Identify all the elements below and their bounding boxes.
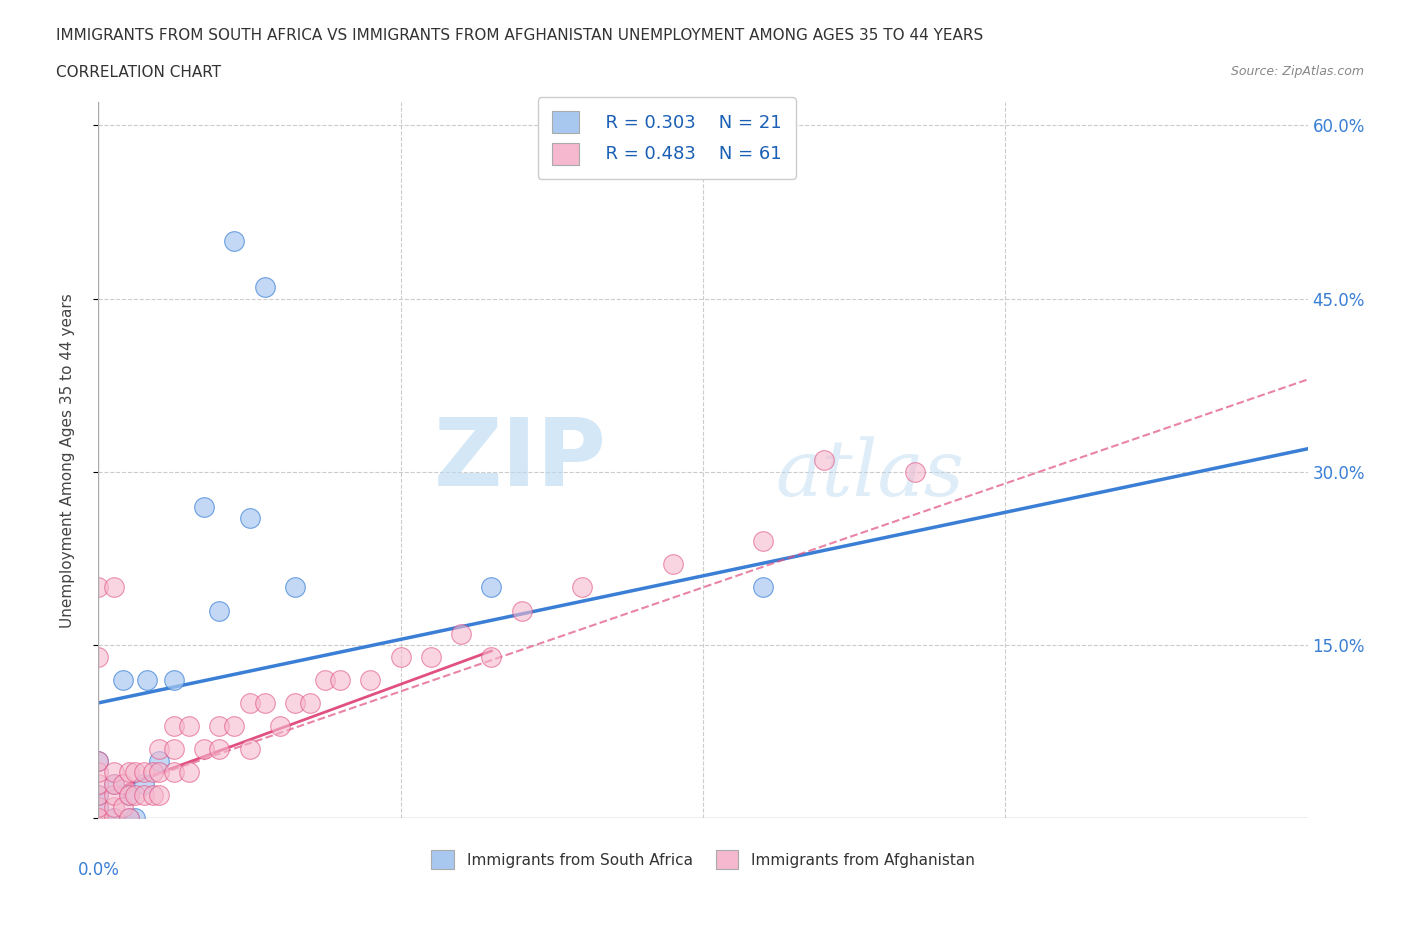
Text: Source: ZipAtlas.com: Source: ZipAtlas.com xyxy=(1230,65,1364,78)
Point xyxy=(253,280,276,295)
Point xyxy=(132,788,155,803)
Point xyxy=(111,800,134,815)
Point xyxy=(111,777,134,791)
Point xyxy=(142,788,165,803)
Point xyxy=(360,672,382,687)
Point xyxy=(132,777,155,791)
Point xyxy=(284,580,307,595)
Point xyxy=(239,511,262,525)
Point xyxy=(904,464,927,479)
Point xyxy=(179,764,201,779)
Point xyxy=(329,672,352,687)
Point xyxy=(124,811,146,826)
Point xyxy=(103,580,125,595)
Point xyxy=(239,741,262,756)
Point xyxy=(124,788,146,803)
Text: CORRELATION CHART: CORRELATION CHART xyxy=(56,65,221,80)
Point xyxy=(87,811,110,826)
Point xyxy=(450,626,472,641)
Point xyxy=(208,719,231,734)
Text: IMMIGRANTS FROM SOUTH AFRICA VS IMMIGRANTS FROM AFGHANISTAN UNEMPLOYMENT AMONG A: IMMIGRANTS FROM SOUTH AFRICA VS IMMIGRAN… xyxy=(56,28,983,43)
Point xyxy=(193,499,215,514)
Point xyxy=(420,649,443,664)
Text: atlas: atlas xyxy=(776,436,965,512)
Point xyxy=(193,741,215,756)
Point xyxy=(87,753,110,768)
Point xyxy=(118,811,141,826)
Point xyxy=(813,453,835,468)
Point xyxy=(87,649,110,664)
Point xyxy=(208,741,231,756)
Point xyxy=(111,672,134,687)
Point xyxy=(481,580,503,595)
Point xyxy=(163,764,186,779)
Point xyxy=(163,719,186,734)
Point xyxy=(163,741,186,756)
Point xyxy=(103,811,125,826)
Text: 0.0%: 0.0% xyxy=(77,861,120,880)
Point xyxy=(163,672,186,687)
Point xyxy=(87,800,110,815)
Point xyxy=(87,800,110,815)
Point xyxy=(132,764,155,779)
Point xyxy=(87,764,110,779)
Point xyxy=(87,580,110,595)
Point xyxy=(103,777,125,791)
Point xyxy=(481,649,503,664)
Point xyxy=(208,603,231,618)
Point xyxy=(314,672,336,687)
Point xyxy=(752,534,775,549)
Legend: Immigrants from South Africa, Immigrants from Afghanistan: Immigrants from South Africa, Immigrants… xyxy=(426,844,980,875)
Point xyxy=(752,580,775,595)
Point xyxy=(87,811,110,826)
Point xyxy=(87,811,110,826)
Point xyxy=(87,811,110,826)
Point xyxy=(87,788,110,803)
Point xyxy=(87,811,110,826)
Point xyxy=(118,788,141,803)
Point xyxy=(239,696,262,711)
Point xyxy=(148,764,170,779)
Point xyxy=(118,764,141,779)
Point xyxy=(124,764,146,779)
Point xyxy=(103,764,125,779)
Point xyxy=(661,557,683,572)
Point xyxy=(148,741,170,756)
Point xyxy=(224,719,246,734)
Point xyxy=(571,580,593,595)
Point xyxy=(299,696,322,711)
Point xyxy=(253,696,276,711)
Point xyxy=(224,233,246,248)
Point xyxy=(148,753,170,768)
Point xyxy=(148,788,170,803)
Point xyxy=(87,811,110,826)
Text: ZIP: ZIP xyxy=(433,415,606,506)
Point xyxy=(269,719,291,734)
Point xyxy=(118,811,141,826)
Point xyxy=(103,811,125,826)
Point xyxy=(87,811,110,826)
Point xyxy=(103,788,125,803)
Point xyxy=(87,811,110,826)
Point xyxy=(87,811,110,826)
Point xyxy=(87,777,110,791)
Point xyxy=(87,753,110,768)
Point xyxy=(179,719,201,734)
Point xyxy=(87,811,110,826)
Point xyxy=(118,788,141,803)
Point xyxy=(510,603,533,618)
Point xyxy=(284,696,307,711)
Point xyxy=(103,777,125,791)
Y-axis label: Unemployment Among Ages 35 to 44 years: Unemployment Among Ages 35 to 44 years xyxy=(60,293,75,628)
Point xyxy=(87,788,110,803)
Point xyxy=(87,811,110,826)
Point xyxy=(142,764,165,779)
Point xyxy=(389,649,412,664)
Point xyxy=(87,811,110,826)
Point xyxy=(135,672,157,687)
Point xyxy=(103,800,125,815)
